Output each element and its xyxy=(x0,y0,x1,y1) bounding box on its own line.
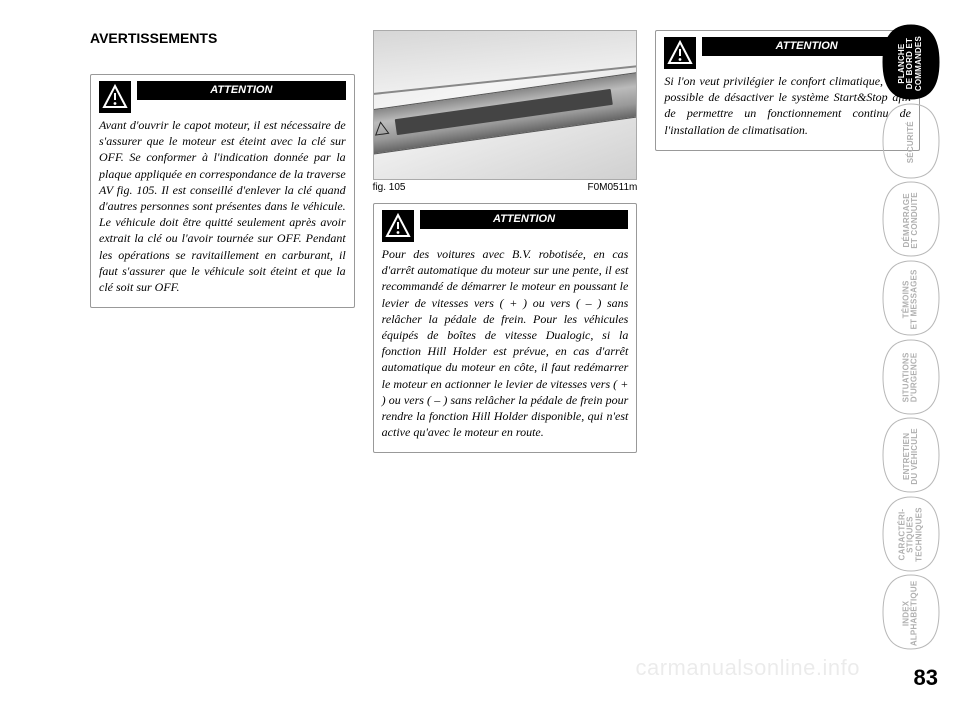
warning-title: ATTENTION xyxy=(420,210,629,229)
side-tab-label: SITUATIONS D'URGENCE xyxy=(903,353,920,403)
figure-label: fig. 105 xyxy=(373,182,406,193)
side-tab-6[interactable]: CARACTÉRI- STIQUES TECHNIQUES xyxy=(882,496,940,575)
figure-caption: fig. 105 F0M0511m xyxy=(373,182,638,193)
warning-text-3: Si l'on veut privilégier le confort clim… xyxy=(664,73,911,138)
warning-triangle-icon xyxy=(382,210,414,242)
warning-title: ATTENTION xyxy=(137,81,346,100)
side-tab-5[interactable]: ENTRETIEN DU VÉHICULE xyxy=(882,417,940,496)
warning-box-1: ATTENTION Avant d'ouvrir le capot moteur… xyxy=(90,74,355,308)
side-tab-2[interactable]: DÉMARRAGE ET CONDUITE xyxy=(882,181,940,260)
figure-105 xyxy=(373,30,638,180)
side-tab-label: TÉMOINS ET MESSAGES xyxy=(903,269,920,329)
side-tab-label: SÉCURITÉ xyxy=(907,121,915,163)
side-tab-label: ENTRETIEN DU VÉHICULE xyxy=(903,428,920,484)
column-1: AVERTISSEMENTS ATTENTION Avant d'ouvrir … xyxy=(90,30,355,467)
side-tab-0[interactable]: PLANCHE DE BORD ET COMMANDES xyxy=(882,24,940,103)
side-tab-label: INDEX ALPHABÉTIQUE xyxy=(903,581,920,647)
warning-triangle-icon xyxy=(664,37,696,69)
side-tab-7[interactable]: INDEX ALPHABÉTIQUE xyxy=(882,574,940,653)
side-tab-4[interactable]: SITUATIONS D'URGENCE xyxy=(882,339,940,418)
warning-text-2: Pour des voitures avec B.V. robotisée, e… xyxy=(382,246,629,440)
side-tab-label: DÉMARRAGE ET CONDUITE xyxy=(903,192,920,248)
column-3: ATTENTION Si l'on veut privilégier le co… xyxy=(655,30,920,467)
side-tab-1[interactable]: SÉCURITÉ xyxy=(882,103,940,182)
warning-title: ATTENTION xyxy=(702,37,911,56)
side-tab-label: PLANCHE DE BORD ET COMMANDES xyxy=(898,36,923,91)
warning-triangle-icon xyxy=(99,81,131,113)
page-number: 83 xyxy=(914,665,938,691)
warning-text-1: Avant d'ouvrir le capot moteur, il est n… xyxy=(99,117,346,295)
figure-code: F0M0511m xyxy=(588,182,638,193)
watermark: carmanualsonline.info xyxy=(635,655,860,681)
side-tab-label: CARACTÉRI- STIQUES TECHNIQUES xyxy=(898,508,923,562)
column-2: fig. 105 F0M0511m ATTENTION Pour des voi… xyxy=(373,30,638,467)
side-tabs: PLANCHE DE BORD ET COMMANDES SÉCURITÉ DÉMA… xyxy=(882,24,940,653)
warning-box-2: ATTENTION Pour des voitures avec B.V. ro… xyxy=(373,203,638,453)
side-tab-3[interactable]: TÉMOINS ET MESSAGES xyxy=(882,260,940,339)
warning-box-3: ATTENTION Si l'on veut privilégier le co… xyxy=(655,30,920,151)
section-heading: AVERTISSEMENTS xyxy=(90,30,355,46)
